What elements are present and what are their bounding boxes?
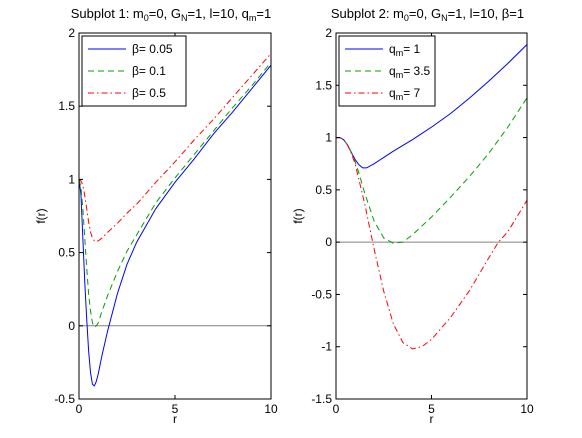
y-axis-label: f(r): [34, 208, 48, 223]
subplot-title: Subplot 2: m0=0, GN=1, l=10, β=1: [331, 6, 524, 23]
y-tick-label: 0.5: [315, 183, 332, 197]
series-line-2: [79, 61, 271, 329]
x-tick-label: 5: [428, 402, 435, 416]
y-tick-label: 1.5: [315, 78, 332, 92]
y-tick-label: 0: [68, 319, 75, 333]
x-tick-label: 0: [76, 402, 83, 416]
y-tick-label: 1: [325, 131, 332, 145]
legend-label: β= 0.1: [132, 64, 166, 78]
legend-label: qm= 3.5: [389, 64, 431, 80]
legend-label: qm= 1: [389, 42, 421, 58]
y-tick-label: 1: [68, 172, 75, 186]
series-line-1: [79, 64, 271, 387]
legend: qm= 1 qm= 3.5 qm= 7: [338, 35, 436, 107]
legend-label: β= 0.05: [132, 42, 173, 56]
series-line-2: [336, 97, 527, 244]
subplot-title: Subplot 1: m0=0, GN=1, l=10, qm=1: [71, 6, 271, 23]
y-tick-label: -1: [321, 340, 332, 354]
y-tick-label: 2: [68, 26, 75, 40]
legend: β= 0.05 β= 0.1 β= 0.5: [81, 35, 187, 107]
series-line-3: [336, 137, 527, 350]
y-tick-label: 0: [325, 235, 332, 249]
x-axis-label: r: [173, 412, 177, 426]
series-line-3: [79, 53, 271, 243]
legend-label: β= 0.5: [132, 86, 166, 100]
x-axis-label: r: [430, 412, 434, 426]
y-tick-label: -0.5: [311, 287, 332, 301]
y-tick-label: 0.5: [58, 246, 75, 260]
y-tick-label: 2: [325, 26, 332, 40]
y-tick-label: -1.5: [311, 392, 332, 406]
y-axis-label: f(r): [291, 208, 305, 223]
subplot-2: Subplot 2: m0=0, GN=1, l=10, β=10 5 10-1.5…: [291, 6, 534, 426]
x-tick-label: 5: [172, 402, 179, 416]
y-tick-label: 1.5: [58, 99, 75, 113]
subplot-1: Subplot 1: m0=0, GN=1, l=10, qm=10 5 10-0.…: [34, 6, 278, 426]
x-tick-label: 0: [333, 402, 340, 416]
y-tick-label: -0.5: [54, 392, 75, 406]
legend-label: qm= 7: [389, 86, 421, 102]
x-tick-label: 10: [264, 402, 278, 416]
x-tick-label: 10: [520, 402, 534, 416]
